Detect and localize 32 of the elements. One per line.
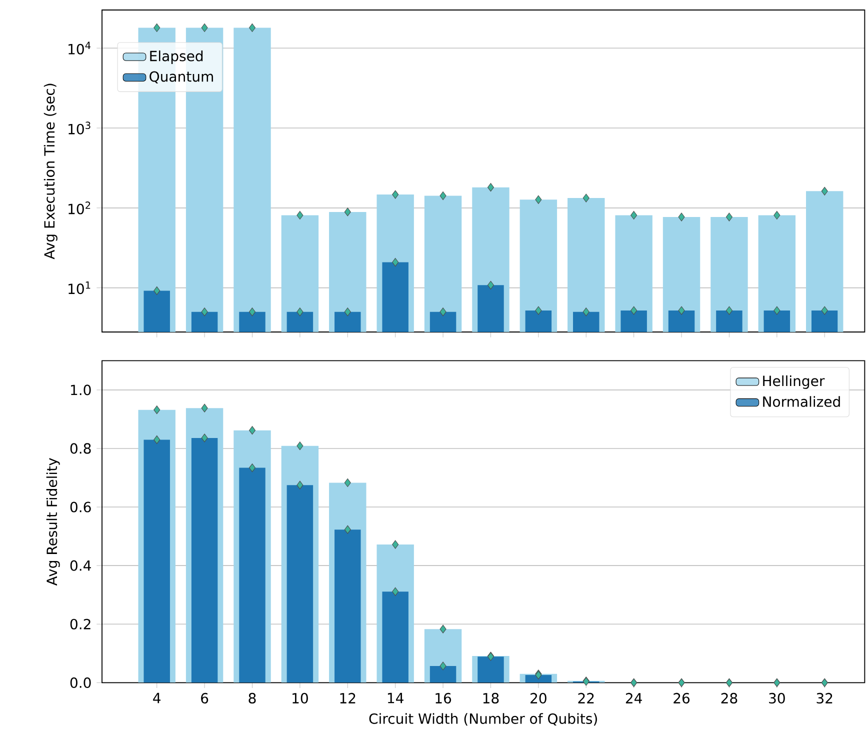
x-tick-label: 32 — [816, 692, 832, 704]
y-tick-label: 0.8 — [70, 443, 91, 454]
x-axis-title: Circuit Width (Number of Qubits) — [369, 713, 597, 726]
x-tick-label: 6 — [201, 692, 208, 704]
x-tick-label: 14 — [388, 692, 404, 704]
legend-label: Quantum — [150, 71, 213, 84]
x-tick-label: 30 — [769, 692, 785, 704]
y-axis-title: Avg Execution Time (sec) — [44, 84, 58, 260]
y-tick-label: 0.0 — [70, 677, 91, 688]
y-tick-label: 0.6 — [70, 502, 91, 512]
x-tick-label: 22 — [578, 692, 594, 704]
y-tick-label: 10$^{3}$ — [68, 122, 90, 134]
y-tick-label: 10$^{4}$ — [68, 42, 91, 54]
x-tick-label: 8 — [248, 692, 256, 704]
x-tick-label: 4 — [153, 692, 161, 704]
x-tick-label: 10 — [292, 692, 308, 704]
y-axis-title: Avg Result Fidelity — [46, 458, 60, 586]
x-tick-label: 20 — [530, 692, 546, 704]
legend-label: Elapsed — [150, 50, 203, 64]
x-tick-label: 16 — [436, 692, 452, 704]
x-tick-label: 24 — [626, 692, 642, 704]
legend-label: Normalized — [763, 396, 840, 407]
y-tick-label: 0.2 — [70, 618, 90, 630]
x-tick-label: 12 — [340, 692, 356, 704]
y-tick-label: 10$^{1}$ — [68, 281, 90, 294]
y-tick-label: 1.0 — [71, 384, 91, 396]
x-tick-label: 26 — [674, 692, 690, 704]
legend-label: Hellinger — [763, 375, 825, 389]
x-tick-label: 28 — [721, 692, 738, 704]
y-tick-label: 10$^{2}$ — [68, 202, 90, 214]
y-tick-label: 0.4 — [70, 560, 91, 571]
x-tick-label: 18 — [483, 692, 499, 704]
